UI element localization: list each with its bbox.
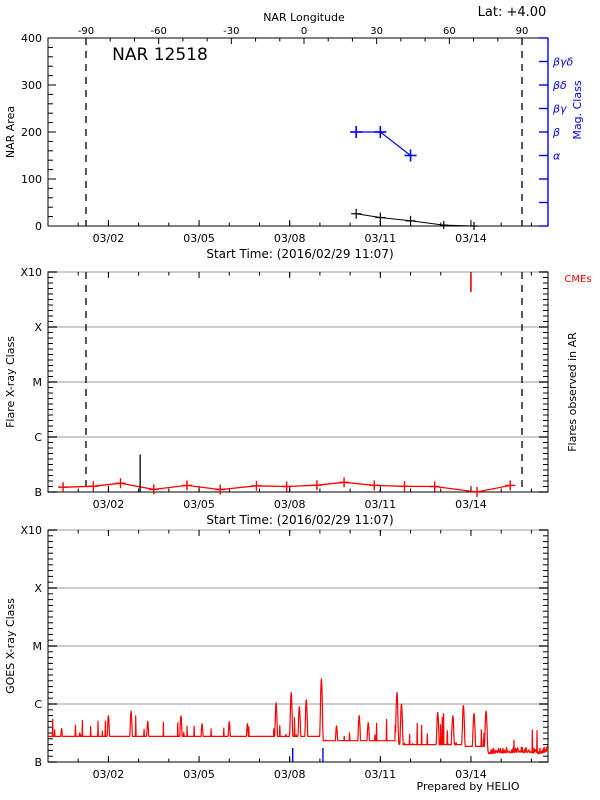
y-tick-label: M: [33, 376, 43, 389]
y-tick-label: 300: [21, 79, 42, 92]
x-tick-label: 03/11: [364, 498, 396, 511]
panel1-ylabel-left: NAR Area: [4, 106, 17, 158]
series-flare-class: [58, 477, 516, 497]
panel-flares-observed: B C M X X10 Flare X-ray Class Flares observed …: [4, 266, 592, 527]
panel3-gridlines: [48, 529, 548, 705]
longitude-tick-label: -90: [78, 26, 94, 37]
panel3-ylabel-left: GOES X-ray Class: [4, 598, 17, 694]
panel2-ylabel-left: Flare X-ray Class: [4, 336, 17, 428]
mag-class-line: [356, 131, 411, 156]
x-tick-label: 03/08: [274, 232, 306, 245]
panel3-left-yaxis: B C M X X10 GOES X-ray Class: [4, 524, 548, 769]
series-goes-flux: [47, 678, 549, 755]
y-tick-label: X10: [20, 266, 42, 279]
panel-nar-area: -90 -60 -30 0 30 60 90 NAR Longitude Lat: +4.00 N…: [4, 5, 584, 261]
cmes-label: CMEs: [564, 274, 591, 285]
panel2-xlabel: Start Time: (2016/02/29 11:07): [206, 513, 393, 527]
y-tick-label: 200: [21, 126, 42, 139]
x-tick-label: 03/02: [93, 232, 125, 245]
x-tick-label: 03/11: [364, 232, 396, 245]
x-tick-label: 03/08: [274, 768, 306, 781]
top-axis-title: NAR Longitude: [263, 11, 345, 24]
series-nar-area: [351, 208, 478, 230]
x-tick-label: 03/08: [274, 498, 306, 511]
panel2-ylabel-right: Flares observed in AR: [566, 332, 579, 452]
longitude-tick-label: 30: [370, 26, 383, 37]
footer-credit: Prepared by HELIO: [417, 780, 520, 793]
top-longitude-axis: -90 -60 -30 0 30 60 90 NAR Longitude Lat: +4.00: [78, 5, 547, 44]
panel1-xaxis: 03/02 03/05 03/08 03/11 03/14 Start Time: (20…: [47, 220, 532, 261]
panel1-xlabel: Start Time: (2016/02/29 11:07): [206, 247, 393, 261]
y-tick-label: C: [34, 698, 42, 711]
x-tick-label: 03/11: [364, 768, 396, 781]
y-tick-label: B: [34, 756, 42, 769]
x-tick-label: 03/02: [93, 768, 125, 781]
y-tick-label: 100: [21, 173, 42, 186]
mag-class-tick-label: βγ: [552, 103, 567, 116]
panel1-ylabel-right: Mag. Class: [571, 80, 584, 139]
panel2-limb-lines: [85, 272, 523, 492]
longitude-tick-label: -30: [223, 26, 239, 37]
x-tick-label: 03/05: [183, 232, 215, 245]
x-tick-label: 03/14: [455, 768, 487, 781]
x-tick-label: 03/05: [183, 498, 215, 511]
series-mag-class: [350, 126, 417, 162]
panel1-frame: [47, 37, 549, 227]
x-tick-label: 03/14: [455, 232, 487, 245]
mag-class-tick-label: βγδ: [552, 56, 574, 69]
series-flare-markers: [292, 748, 324, 762]
panel1-right-yaxis: αβ βγ βδ βγδ Mag. Class: [539, 37, 584, 227]
y-tick-label: M: [33, 640, 43, 653]
y-tick-label: X: [34, 582, 42, 595]
panel1-left-yaxis: 0 100 200 300 400 NAR Area: [4, 32, 56, 233]
region-title: NAR 12518: [112, 45, 208, 65]
goes-flux-line: [47, 678, 549, 755]
x-tick-label: 03/05: [183, 768, 215, 781]
y-tick-label: X10: [20, 524, 42, 537]
panel2-left-yaxis: B C M X X10 Flare X-ray Class: [4, 266, 548, 499]
latitude-label: Lat: +4.00: [478, 5, 547, 20]
longitude-tick-label: 60: [443, 26, 456, 37]
y-tick-label: X: [34, 321, 42, 334]
nar-area-line: [356, 213, 475, 227]
mag-class-tick-label: βδ: [552, 79, 567, 92]
y-tick-label: 400: [21, 32, 42, 45]
y-tick-label: B: [34, 486, 42, 499]
panel2-xaxis: 03/02 03/05 03/08 03/11 03/14 Start Time: (20…: [47, 272, 532, 527]
panel1-limb-lines: [85, 38, 523, 226]
panel3-xaxis: 03/02 03/05 03/08 03/11 03/14: [47, 530, 532, 781]
longitude-tick-label: 90: [516, 26, 529, 37]
mag-class-tick-label: β: [552, 126, 560, 139]
y-tick-label: C: [34, 431, 42, 444]
longitude-tick-label: 0: [301, 26, 307, 37]
x-tick-label: 03/14: [455, 498, 487, 511]
mag-class-tick-label: α: [553, 150, 561, 163]
x-tick-label: 03/02: [93, 498, 125, 511]
y-tick-label: 0: [35, 220, 42, 233]
longitude-tick-label: -60: [150, 26, 166, 37]
panel2-gridlines: [48, 271, 548, 438]
